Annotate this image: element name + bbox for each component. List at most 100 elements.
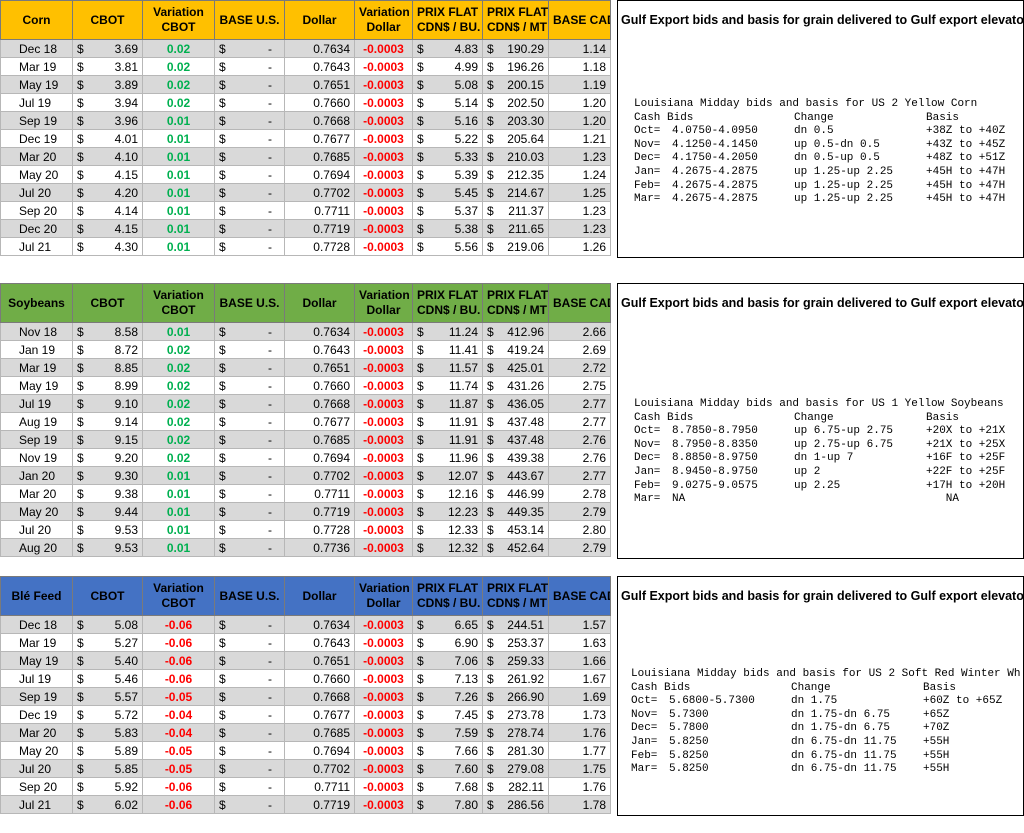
dollar-cell: 0.7651	[284, 75, 355, 94]
cbot-cell: $5.08	[72, 615, 143, 634]
variation-cbot-cell: 0.01	[142, 219, 215, 238]
bid-price: 4.2675-4.2875	[672, 179, 758, 192]
commodity-header: Corn	[0, 0, 73, 40]
panel-heading: Louisiana Midday bids and basis for US 1…	[634, 398, 1004, 410]
base-us-cell: $ -	[214, 340, 285, 359]
cash-bids-header: Cash Bids	[634, 111, 694, 124]
bid-month: Dec=	[634, 152, 661, 165]
prix-flat-bu-cell: $5.39	[412, 165, 483, 184]
cbot-cell: $4.15	[72, 219, 143, 238]
prix-flat-mt-cell: $452.64	[482, 538, 549, 557]
prix-flat-mt-header: PRIX FLAT CDN$ / MT	[482, 0, 549, 40]
variation-dollar-cell: -0.0003	[354, 165, 413, 184]
dollar-cell: 0.7677	[284, 129, 355, 148]
variation-dollar-cell: -0.0003	[354, 723, 413, 742]
variation-cbot-cell: 0.02	[142, 93, 215, 112]
variation-dollar-cell: -0.0003	[354, 520, 413, 539]
variation-dollar-cell: -0.0003	[354, 795, 413, 814]
table-row: Sep 19 $3.96 0.01 $ -0.7668 -0.0003 $5.16 $203.…	[0, 111, 611, 130]
cbot-cell: $9.44	[72, 502, 143, 521]
bid-basis: +17H to +20H	[926, 479, 1006, 492]
contract-month-cell: Dec 18	[0, 615, 73, 634]
gulf-export-panel: Gulf Export bids and basis for grain del…	[617, 283, 1024, 559]
prix-flat-mt-cell: $210.03	[482, 147, 549, 166]
prix-flat-bu-cell: $11.87	[412, 394, 483, 413]
bid-price: 4.0750-4.0950	[672, 125, 758, 138]
cbot-header: CBOT	[72, 283, 143, 323]
variation-cbot-cell: 0.01	[142, 183, 215, 202]
price-table: Blé Feed CBOT Variation CBOT BASE U.S. Dollar…	[0, 576, 611, 814]
cbot-cell: $3.96	[72, 111, 143, 130]
table-row: Sep 20 $5.92 -0.06 $ -0.7711 -0.0003 $7.68 $282…	[0, 777, 611, 796]
base-us-cell: $ -	[214, 795, 285, 814]
bid-basis: NA	[926, 493, 960, 506]
prix-flat-bu-cell: $11.96	[412, 448, 483, 467]
base-cad-cell: 2.79	[548, 502, 611, 521]
cbot-cell: $5.92	[72, 777, 143, 796]
prix-flat-bu-cell: $12.33	[412, 520, 483, 539]
base-cad-cell: 2.75	[548, 376, 611, 395]
variation-dollar-cell: -0.0003	[354, 615, 413, 634]
bid-price: 5.8250	[669, 736, 709, 748]
contract-month-cell: Dec 19	[0, 705, 73, 724]
base-cad-cell: 1.19	[548, 75, 611, 94]
variation-dollar-header: Variation Dollar	[354, 0, 413, 40]
bid-basis: +55H	[923, 749, 950, 762]
variation-cbot-cell: 0.01	[142, 322, 215, 341]
bid-price: 5.7800	[669, 722, 709, 735]
table-row: Jul 19 $5.46 -0.06 $ -0.7660 -0.0003 $7.13 $261…	[0, 669, 611, 688]
bid-month: Mar=	[634, 193, 661, 206]
base-us-cell: $ -	[214, 219, 285, 238]
cbot-cell: $4.30	[72, 237, 143, 256]
base-cad-cell: 1.18	[548, 57, 611, 76]
prix-flat-mt-cell: $279.08	[482, 759, 549, 778]
variation-dollar-cell: -0.0003	[354, 705, 413, 724]
base-us-cell: $ -	[214, 322, 285, 341]
cbot-cell: $4.14	[72, 201, 143, 220]
base-cad-cell: 2.76	[548, 448, 611, 467]
contract-month-cell: Jan 20	[0, 466, 73, 485]
bid-price: 5.8250	[669, 763, 709, 776]
base-us-cell: $ -	[214, 633, 285, 652]
variation-cbot-cell: 0.01	[142, 201, 215, 220]
panel-title: Gulf Export bids and basis for grain del…	[621, 13, 1024, 27]
variation-dollar-cell: -0.0003	[354, 741, 413, 760]
contract-month-cell: Sep 20	[0, 777, 73, 796]
prix-flat-bu-cell: $7.59	[412, 723, 483, 742]
bid-change: up 1.25-up 2.25	[794, 179, 894, 192]
prix-flat-bu-cell: $5.37	[412, 201, 483, 220]
variation-dollar-cell: -0.0003	[354, 651, 413, 670]
variation-dollar-cell: -0.0003	[354, 93, 413, 112]
dollar-cell: 0.7643	[284, 633, 355, 652]
prix-flat-bu-cell: $12.32	[412, 538, 483, 557]
contract-month-cell: May 19	[0, 75, 73, 94]
variation-cbot-cell: -0.04	[142, 705, 215, 724]
cbot-cell: $5.83	[72, 723, 143, 742]
commodity-header: Soybeans	[0, 283, 73, 323]
contract-month-cell: Jul 21	[0, 795, 73, 814]
prix-flat-bu-cell: $11.74	[412, 376, 483, 395]
cbot-cell: $4.20	[72, 183, 143, 202]
prix-flat-mt-cell: $453.14	[482, 520, 549, 539]
dollar-cell: 0.7651	[284, 358, 355, 377]
cbot-cell: $9.14	[72, 412, 143, 431]
table-row: Jul 20 $4.20 0.01 $ -0.7702 -0.0003 $5.45 $214.…	[0, 183, 611, 202]
bid-month: Dec=	[631, 722, 658, 735]
prix-flat-mt-cell: $196.26	[482, 57, 549, 76]
base-cad-cell: 1.20	[548, 111, 611, 130]
prix-flat-mt-cell: $214.67	[482, 183, 549, 202]
cbot-cell: $5.72	[72, 705, 143, 724]
bid-change: up 1.25-up 2.25	[794, 166, 894, 178]
table-row: May 20 $5.89 -0.05 $ -0.7694 -0.0003 $7.66 $281…	[0, 741, 611, 760]
base-us-cell: $ -	[214, 687, 285, 706]
cbot-cell: $5.57	[72, 687, 143, 706]
cbot-cell: $5.40	[72, 651, 143, 670]
contract-month-cell: Sep 19	[0, 111, 73, 130]
change-header: Change	[794, 111, 834, 124]
basis-header: Basis	[926, 111, 960, 124]
dollar-cell: 0.7668	[284, 687, 355, 706]
variation-dollar-cell: -0.0003	[354, 183, 413, 202]
bid-basis: +16F to +25F	[926, 452, 1006, 465]
prix-flat-mt-cell: $203.30	[482, 111, 549, 130]
table-row: Aug 19 $9.14 0.02 $ -0.7677 -0.0003 $11.91 $437…	[0, 412, 611, 431]
